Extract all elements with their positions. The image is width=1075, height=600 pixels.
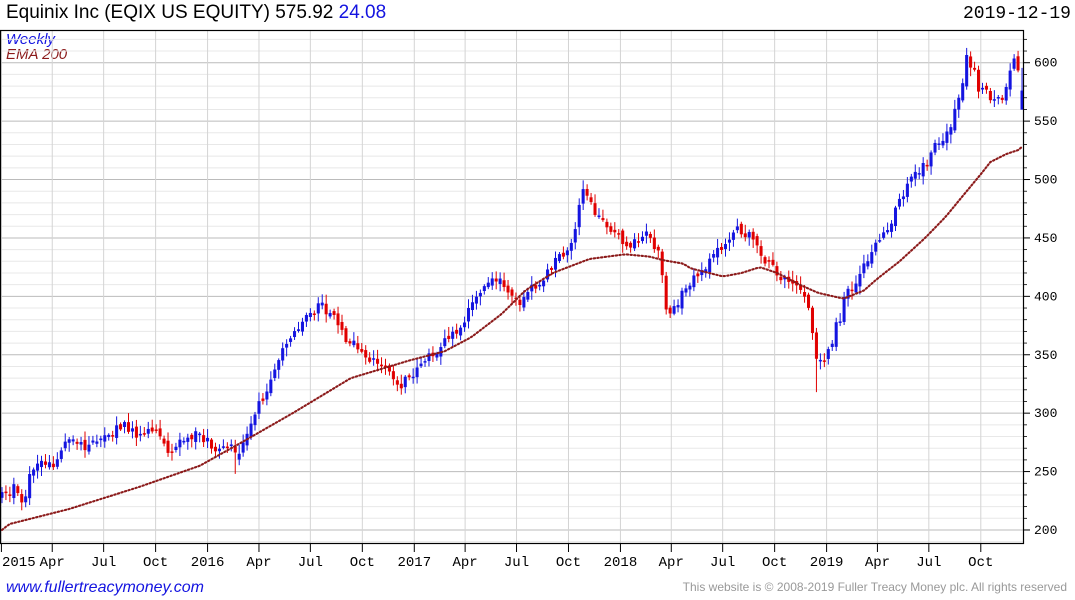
svg-text:500: 500 [1034,173,1057,188]
svg-text:2016: 2016 [191,555,225,571]
svg-text:Apr: Apr [865,555,890,571]
svg-text:Jul: Jul [916,555,941,571]
svg-text:Jul: Jul [298,555,323,571]
svg-text:200: 200 [1034,523,1057,538]
svg-text:350: 350 [1034,348,1057,363]
svg-text:Oct: Oct [968,555,993,571]
svg-text:2019: 2019 [810,555,844,571]
svg-text:450: 450 [1034,231,1057,246]
svg-text:Apr: Apr [40,555,65,571]
svg-text:2017: 2017 [397,555,431,571]
svg-text:2015: 2015 [2,555,36,571]
svg-text:Jul: Jul [91,555,116,571]
svg-text:Apr: Apr [659,555,684,571]
svg-text:2018: 2018 [604,555,638,571]
svg-text:Oct: Oct [556,555,581,571]
svg-text:250: 250 [1034,465,1057,480]
svg-text:Jul: Jul [504,555,529,571]
svg-text:Apr: Apr [453,555,478,571]
svg-text:Apr: Apr [246,555,271,571]
svg-text:Jul: Jul [710,555,735,571]
svg-text:550: 550 [1034,114,1057,129]
svg-text:Oct: Oct [143,555,168,571]
svg-text:300: 300 [1034,406,1057,421]
svg-text:Oct: Oct [350,555,375,571]
svg-text:Oct: Oct [762,555,787,571]
svg-text:400: 400 [1034,289,1057,304]
svg-text:600: 600 [1034,56,1057,71]
